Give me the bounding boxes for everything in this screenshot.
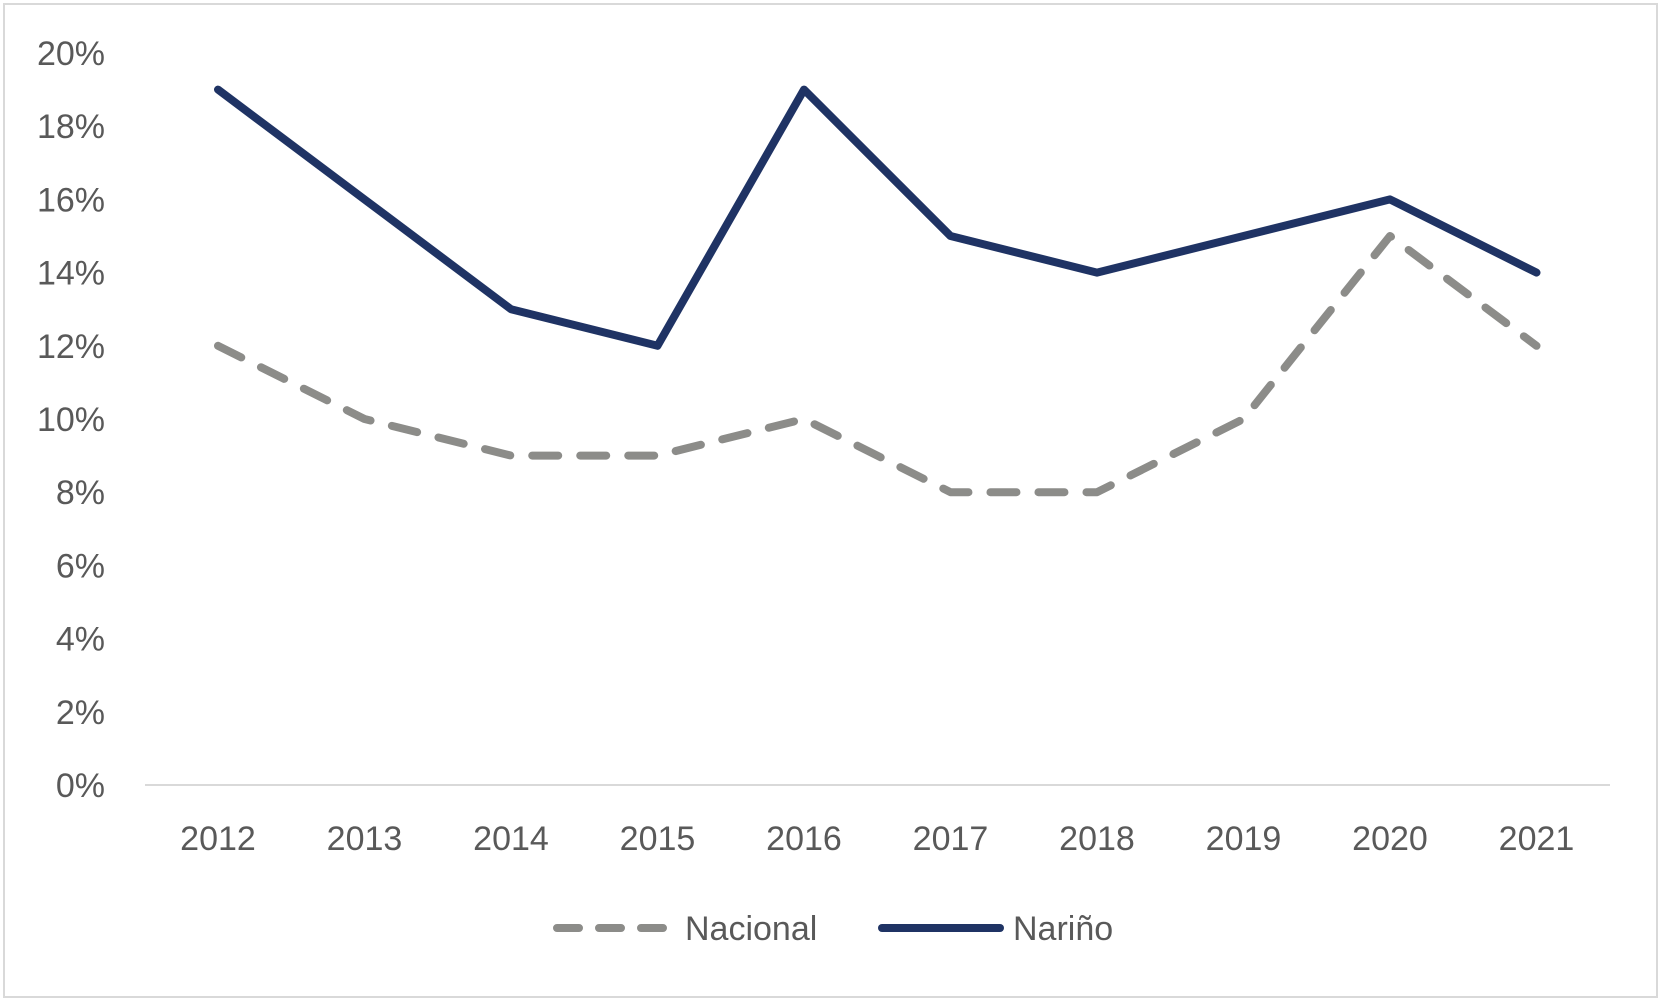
y-tick-label: 10% — [37, 401, 105, 439]
x-tick-label: 2012 — [180, 820, 256, 858]
x-tick-label: 2021 — [1499, 820, 1575, 858]
y-axis-labels: 0% 2% 4% 6% 8% 10% 12% 14% 16% 18% 20% — [37, 35, 105, 805]
y-tick-label: 4% — [56, 621, 105, 659]
series-lines — [214, 85, 1541, 497]
x-tick-label: 2014 — [473, 820, 549, 858]
legend-label: Nacional — [685, 910, 817, 948]
y-tick-label: 8% — [56, 474, 105, 512]
y-tick-label: 20% — [37, 35, 105, 73]
x-tick-label: 2016 — [766, 820, 842, 858]
series-line-nacional — [214, 232, 1541, 497]
y-tick-label: 18% — [37, 108, 105, 146]
x-tick-label: 2020 — [1352, 820, 1428, 858]
x-tick-label: 2017 — [913, 820, 989, 858]
y-tick-label: 6% — [56, 547, 105, 585]
legend-label: Nariño — [1013, 910, 1113, 948]
x-tick-label: 2019 — [1206, 820, 1282, 858]
y-tick-label: 12% — [37, 328, 105, 366]
chart-frame — [3, 3, 1658, 998]
x-axis-labels: 2012 2013 2014 2015 2016 2017 2018 2019 2020 2021 — [180, 820, 1574, 858]
y-tick-label: 2% — [56, 694, 105, 732]
legend: Nacional Nariño — [553, 910, 1113, 948]
y-tick-label: 14% — [37, 255, 105, 293]
x-tick-label: 2013 — [327, 820, 403, 858]
series-line-narino — [214, 85, 1541, 350]
x-tick-label: 2018 — [1059, 820, 1135, 858]
y-tick-label: 16% — [37, 181, 105, 219]
y-tick-label: 0% — [56, 767, 105, 805]
x-tick-label: 2015 — [620, 820, 696, 858]
